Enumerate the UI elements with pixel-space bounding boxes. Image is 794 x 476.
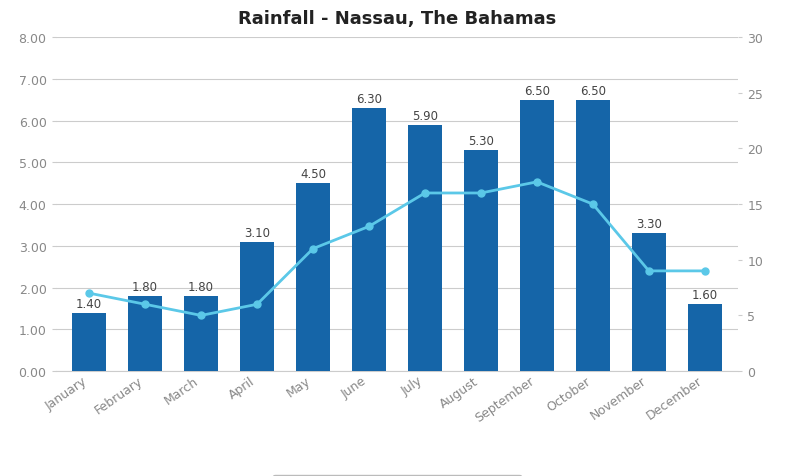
Bar <box>576 100 610 371</box>
Text: 6.50: 6.50 <box>580 85 606 98</box>
Text: 1.80: 1.80 <box>188 280 214 293</box>
Bar <box>241 242 274 371</box>
Bar <box>520 100 553 371</box>
Text: 1.60: 1.60 <box>692 289 718 302</box>
Text: 1.40: 1.40 <box>76 297 102 310</box>
Bar <box>72 313 106 371</box>
Bar <box>184 296 218 371</box>
Bar <box>408 126 441 371</box>
Bar <box>632 234 665 371</box>
Text: 4.50: 4.50 <box>300 168 326 181</box>
Text: 5.90: 5.90 <box>412 109 438 123</box>
Text: 5.30: 5.30 <box>468 135 494 148</box>
Bar <box>688 305 722 371</box>
Bar <box>296 184 330 371</box>
Bar <box>129 296 162 371</box>
Text: 1.80: 1.80 <box>132 280 158 293</box>
Title: Rainfall - Nassau, The Bahamas: Rainfall - Nassau, The Bahamas <box>238 10 556 28</box>
Bar <box>464 150 498 371</box>
Text: 6.30: 6.30 <box>356 93 382 106</box>
Text: 3.10: 3.10 <box>244 226 270 239</box>
Text: 6.50: 6.50 <box>524 85 550 98</box>
Bar <box>353 109 386 371</box>
Text: 3.30: 3.30 <box>636 218 662 231</box>
